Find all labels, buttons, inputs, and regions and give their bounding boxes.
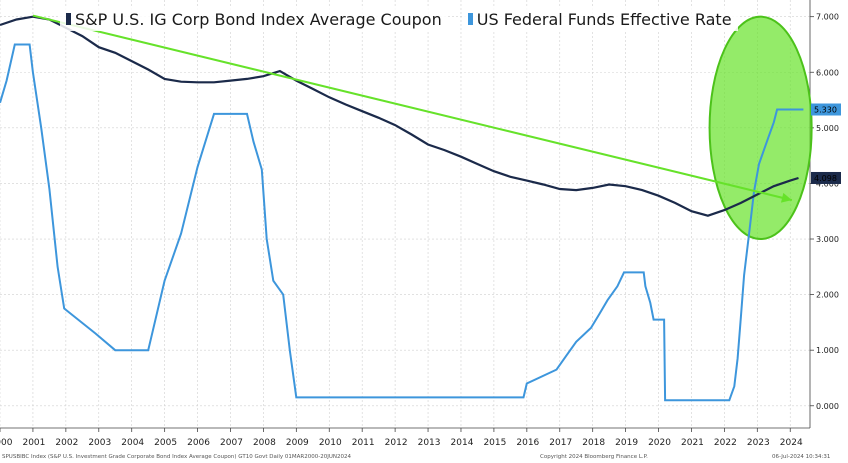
x-tick-label: 2002 [55,438,78,448]
legend-label-fed-funds: US Federal Funds Effective Rate [476,9,732,29]
y-tick-label: 6.000 [816,68,839,77]
y-tick-label: 3.000 [816,235,839,244]
x-axis-ticks: 2000 2001 2002 2003 2004 2005 2006 2007 2008 2009… [0,428,803,448]
x-tick-label: 2005 [154,438,177,448]
series-line-ig-corp-coupon [0,15,799,217]
highlight-ellipse [708,15,813,241]
y-tick-label: 7.000 [816,13,839,22]
last-value-label: 4.098 [814,174,837,183]
legend-swatch-fed-funds [467,13,473,25]
x-tick-label: 2009 [286,438,309,448]
last-value-badge [811,103,841,116]
plot-area [0,0,810,428]
y-tick-label: 5.000 [816,124,839,133]
last-value-badges: 5.330 4.098 [811,103,841,184]
last-value-label: 5.330 [814,106,837,115]
x-tick-label: 2017 [549,438,572,448]
legend-item-coupon: S&P U.S. IG Corp Bond Index Average Coup… [60,7,448,31]
legend-swatch-coupon [66,13,71,25]
x-tick-label: 2014 [451,438,474,448]
x-tick-label: 2020 [648,438,671,448]
legend-label-coupon: S&P U.S. IG Corp Bond Index Average Coup… [75,9,442,29]
x-tick-label: 2023 [747,438,770,448]
x-tick-label: 2008 [253,438,276,448]
x-tick-label: 2015 [483,438,506,448]
series-line-fed-funds-rate [0,43,804,402]
x-tick-label: 2007 [220,438,243,448]
y-tick-label: 1.000 [816,346,839,355]
x-tick-label: 2024 [780,438,803,448]
x-tick-label: 2019 [615,438,638,448]
trend-arrowhead [780,192,792,203]
x-tick-label: 2022 [714,438,737,448]
x-tick-label: 2013 [418,438,441,448]
legend: S&P U.S. IG Corp Bond Index Average Coup… [60,4,738,34]
x-tick-label: 2018 [582,438,605,448]
last-value-badge [811,171,841,184]
vertical-gridlines [0,0,791,428]
x-tick-label: 2021 [681,438,704,448]
y-tick-label: 0.000 [816,402,839,411]
trend-arrow-line [32,14,793,202]
x-tick-label: 2011 [352,438,375,448]
y-tick-label: 2.000 [816,291,839,300]
legend-item-fed-funds: US Federal Funds Effective Rate [461,7,738,31]
chart-footer: SPUSBIBC Index (S&P U.S. Investment Grad… [0,454,848,463]
x-tick-label: 2000 [0,438,13,448]
x-tick-label: 2016 [516,438,539,448]
x-tick-label: 2012 [385,438,408,448]
footer-timestamp: 06-Jul-2024 10:34:31 [772,454,831,460]
footer-copyright: Copyright 2024 Bloomberg Finance L.P. [540,454,648,460]
x-tick-label: 2010 [319,438,342,448]
x-tick-label: 2003 [88,438,111,448]
x-tick-label: 2004 [121,438,144,448]
x-tick-label: 2001 [22,438,45,448]
x-tick-label: 2006 [187,438,210,448]
footer-source: SPUSBIBC Index (S&P U.S. Investment Grad… [2,454,351,460]
